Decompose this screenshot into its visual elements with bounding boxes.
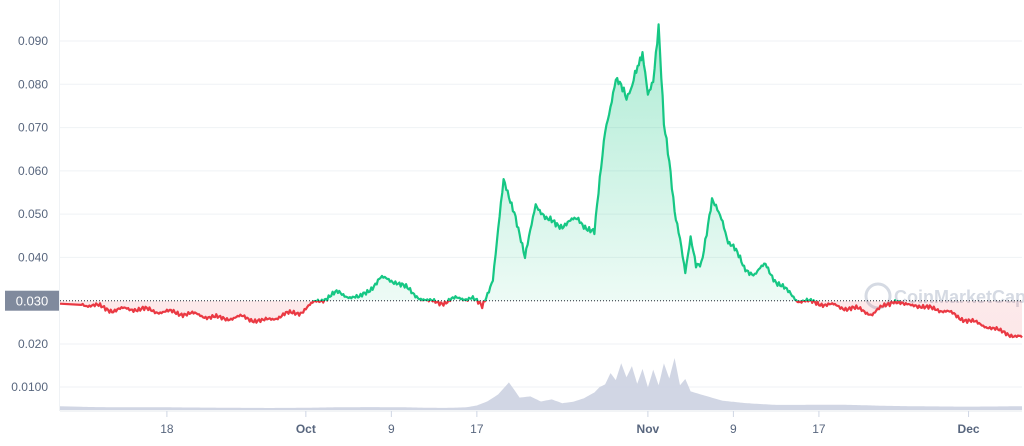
price-line-down [59, 301, 1023, 339]
price-area-below [60, 301, 1022, 338]
x-tick-label: 18 [160, 422, 174, 436]
y-tick-label: 0.040 [18, 250, 48, 264]
y-tick-label: 0.070 [18, 121, 48, 135]
x-tick-label: 9 [730, 422, 737, 436]
volume-area [60, 358, 1022, 410]
y-tick-label: 0.080 [18, 77, 48, 91]
price-layer [59, 23, 1023, 339]
price-line-up [312, 23, 901, 301]
volume-axis-label: 0.0100 [11, 380, 48, 394]
x-tick-label: 17 [812, 422, 826, 436]
x-tick-label: 9 [388, 422, 395, 436]
y-tick-label: 0.060 [18, 164, 48, 178]
x-tick-label: Oct [296, 422, 316, 436]
x-axis: 18 Oct 9 17 Nov 9 17 Dec [60, 410, 1022, 436]
y-axis: 0.020 0.040 0.050 0.060 0.070 0.080 0.090 0.010… [11, 34, 48, 394]
x-tick-label: Dec [958, 422, 980, 436]
x-tick-label: Nov [637, 422, 660, 436]
baseline-layer: 0.030 [5, 290, 1022, 311]
baseline-label: 0.030 [16, 294, 49, 309]
x-tick-label: 17 [470, 422, 484, 436]
y-tick-label: 0.020 [18, 337, 48, 351]
y-tick-label: 0.090 [18, 34, 48, 48]
price-area-above [60, 24, 1022, 301]
volume-layer [60, 358, 1022, 410]
grid-layer [59, 0, 1022, 411]
y-tick-label: 0.050 [18, 207, 48, 221]
baseline-badge [5, 290, 59, 311]
